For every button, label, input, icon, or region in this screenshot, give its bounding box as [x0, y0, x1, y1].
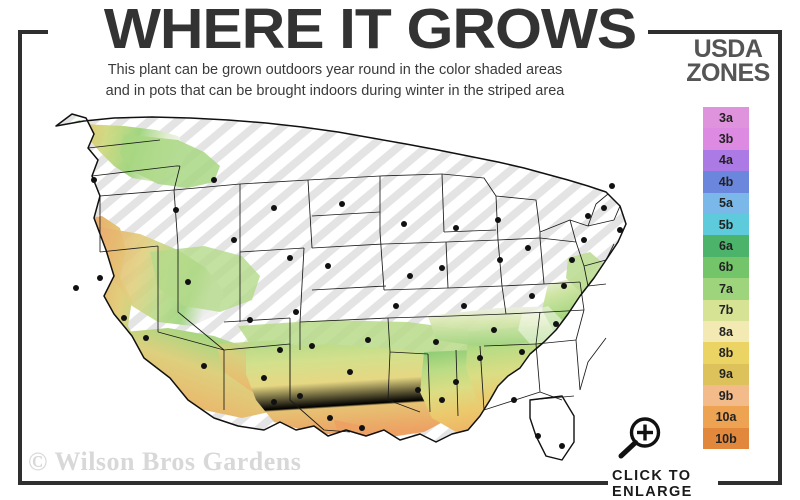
frame-bottom-edge [18, 481, 608, 485]
zone-swatch-10b[interactable]: 10b [703, 427, 749, 450]
copyright-watermark: © Wilson Bros Gardens [28, 447, 302, 476]
zone-swatch-3b[interactable]: 3b [703, 128, 749, 150]
frame-right-edge [778, 30, 782, 485]
page-title: WHERE IT GROWS [103, 0, 637, 61]
zone-swatch-4b[interactable]: 4b [703, 171, 749, 193]
city-markers [73, 177, 623, 449]
zone-swatch-8b[interactable]: 8b [703, 342, 749, 364]
zone-swatch-3a[interactable]: 3a [703, 107, 749, 129]
zone-swatch-9a[interactable]: 9a [703, 363, 749, 386]
legend-title: USDA ZONES [666, 35, 790, 87]
frame-top-left-stub [18, 30, 48, 34]
page-subtitle: This plant can be grown outdoors year ro… [30, 60, 640, 102]
zone-swatch-5b[interactable]: 5b [703, 213, 749, 236]
legend-title-line-1: USDA [693, 35, 763, 63]
frame-top-right-stub [648, 30, 782, 34]
country-outline [55, 113, 627, 443]
zone-swatch-6a[interactable]: 6a [703, 235, 749, 257]
frame-left-edge [18, 30, 22, 485]
zone-swatch-8a[interactable]: 8a [703, 320, 749, 343]
zone-swatch-10a[interactable]: 10a [703, 406, 749, 428]
zone-swatch-6b[interactable]: 6b [703, 256, 749, 279]
usda-zone-legend: 3a 3b 4a 4b 5a 5b 6a 6b 7a 7b 8a 8b 9a 9b 10a 10b [703, 107, 749, 450]
legend-title-line-2: ZONES [686, 58, 770, 87]
click-to-enlarge-label[interactable]: CLICK TO ENLARGE [612, 468, 693, 500]
zone-swatch-7a[interactable]: 7a [703, 278, 749, 300]
frame-bottom-edge-stub [718, 481, 782, 485]
zone-swatch-9b[interactable]: 9b [703, 385, 749, 407]
magnifier-plus-icon[interactable] [612, 415, 668, 461]
florida-outline [529, 395, 575, 461]
zone-swatch-4a[interactable]: 4a [703, 149, 749, 172]
zone-swatch-7b[interactable]: 7b [703, 299, 749, 321]
zone-swatch-5a[interactable]: 5a [703, 192, 749, 214]
subtitle-line-1: This plant can be grown outdoors year ro… [107, 62, 563, 78]
usda-hardiness-map[interactable] [28, 100, 648, 470]
subtitle-line-2: and in pots that can be brought indoors … [105, 83, 565, 100]
